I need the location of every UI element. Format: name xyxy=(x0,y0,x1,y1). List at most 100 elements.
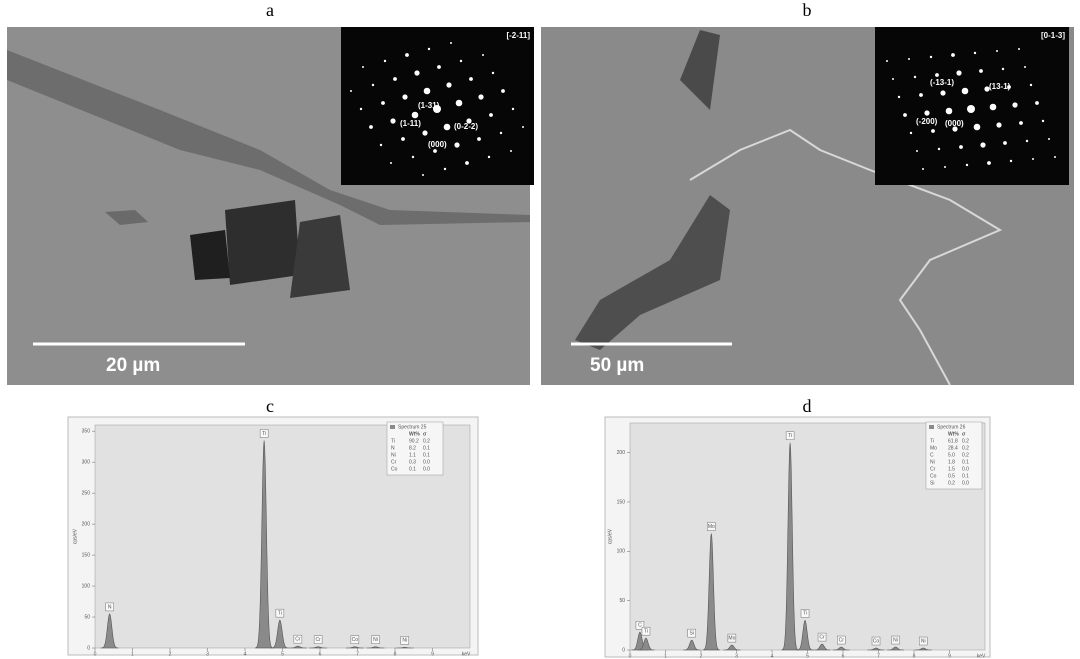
table-cell: 0.0 xyxy=(423,459,430,465)
diffraction-spot xyxy=(952,126,958,132)
legend-swatch xyxy=(390,425,395,429)
spectrum-peak xyxy=(255,440,274,649)
peak-label-box xyxy=(891,635,900,645)
y-tick-label: 0 xyxy=(87,645,90,651)
diffraction-spot xyxy=(973,123,981,131)
peak-label: Co xyxy=(873,638,880,644)
table-cell: N xyxy=(391,445,395,451)
diffraction-spot xyxy=(423,87,431,95)
spot-label: (1-11) xyxy=(400,119,421,128)
spot-label: (-200) xyxy=(916,117,938,126)
peak-label-box xyxy=(293,634,303,644)
diffraction-spot xyxy=(362,66,364,68)
diffraction-spot xyxy=(987,161,991,165)
spot-label: (000) xyxy=(945,119,964,128)
spectrum-peak xyxy=(813,643,831,651)
diffraction-spot xyxy=(466,118,472,124)
diffraction-spot xyxy=(1012,102,1018,108)
spectrum-peak xyxy=(832,646,850,651)
diffraction-spot xyxy=(908,58,910,60)
diffraction-spot xyxy=(359,107,363,111)
diffraction-spot xyxy=(979,69,983,73)
peak-label-box xyxy=(871,636,881,646)
diffraction-spot xyxy=(489,113,493,117)
table-cell: 0.5 xyxy=(948,473,955,479)
diffraction-spot xyxy=(390,162,392,164)
diffraction-spot xyxy=(965,163,969,167)
diffraction-spot xyxy=(411,155,415,159)
diffraction-spot xyxy=(1018,48,1020,50)
diffraction-spot xyxy=(422,130,428,136)
spot-label: (-13-1) xyxy=(930,78,954,87)
spectrum-peak xyxy=(781,442,799,651)
diffraction-spot xyxy=(984,86,990,92)
table-cell: 0.0 xyxy=(962,466,969,472)
peak-label: C xyxy=(638,623,642,629)
x-tick-label: 8 xyxy=(394,651,397,657)
table-cell: Ni xyxy=(930,459,935,465)
x-axis-label: keV xyxy=(977,653,986,659)
panel-label: a xyxy=(266,0,274,20)
spectrum-peak xyxy=(100,613,119,649)
table-cell: 1.8 xyxy=(948,459,955,465)
diffraction-spot xyxy=(944,166,946,168)
diffraction-spot xyxy=(379,143,383,147)
y-tick-label: 100 xyxy=(617,549,626,555)
table-cell: 0.2 xyxy=(962,438,969,444)
diffraction-spot xyxy=(956,70,962,76)
diffraction-spot xyxy=(1024,66,1026,68)
table-cell: 0.2 xyxy=(423,438,430,444)
peak-label-box xyxy=(837,635,846,645)
diffraction-spot xyxy=(1054,156,1056,158)
diffraction-spot xyxy=(886,60,888,62)
diffraction-spot xyxy=(402,94,408,100)
spectrum-peak xyxy=(683,639,701,651)
diffraction-spot xyxy=(919,93,923,97)
spectrum-peak xyxy=(867,647,885,651)
spectrum-peak xyxy=(395,647,414,649)
table-cell: 0.3 xyxy=(409,459,416,465)
diffraction-spot xyxy=(935,73,939,77)
table-cell: 1.5 xyxy=(948,466,955,472)
peak-label: Cr xyxy=(295,636,301,642)
diffraction-spot xyxy=(499,131,503,135)
y-axis-label: cps/eV xyxy=(72,528,78,544)
panel-label: d xyxy=(803,396,812,416)
diffraction-spot xyxy=(443,123,451,131)
y-tick-label: 50 xyxy=(619,598,625,604)
diffraction-spot xyxy=(1041,119,1045,123)
diffraction-spot xyxy=(945,107,953,115)
x-tick-label: 9 xyxy=(431,651,434,657)
spot-label: (13-1) xyxy=(989,82,1011,91)
scale-bar-label: 50 µm xyxy=(590,355,644,376)
diffraction-spot xyxy=(393,77,397,81)
peak-label-box xyxy=(259,429,269,438)
table-cell: 0.1 xyxy=(962,473,969,479)
x-tick-label: 2 xyxy=(700,653,703,659)
zone-axis: [0-1-3] xyxy=(1041,31,1065,40)
x-tick-label: 3 xyxy=(735,653,738,659)
diffraction-spot xyxy=(390,118,396,124)
diffraction-spot xyxy=(961,87,969,95)
diffraction-spot xyxy=(916,150,918,152)
table-cell: Cr xyxy=(391,459,397,465)
table-cell: 0.1 xyxy=(409,466,416,472)
table-cell: Si xyxy=(930,480,934,486)
peak-label: Ti xyxy=(644,628,648,634)
spectrum-peak xyxy=(309,646,328,649)
spectrum-peak xyxy=(345,646,364,649)
peak-label: Ni xyxy=(893,637,898,643)
table-cell: 28.4 xyxy=(948,445,958,451)
spot-label: (0-2-2) xyxy=(454,122,478,131)
table-cell: Co xyxy=(930,473,937,479)
table-cell: 0.1 xyxy=(423,452,430,458)
diffraction-spot xyxy=(1001,67,1005,71)
diffraction-spot xyxy=(897,95,901,99)
diffraction-spot xyxy=(967,105,975,113)
peak-label-box xyxy=(105,602,114,612)
y-tick-label: 250 xyxy=(82,490,91,496)
diffraction-spot xyxy=(446,82,452,88)
diffraction-spot xyxy=(924,110,930,116)
peak-label: Ti xyxy=(803,611,807,617)
